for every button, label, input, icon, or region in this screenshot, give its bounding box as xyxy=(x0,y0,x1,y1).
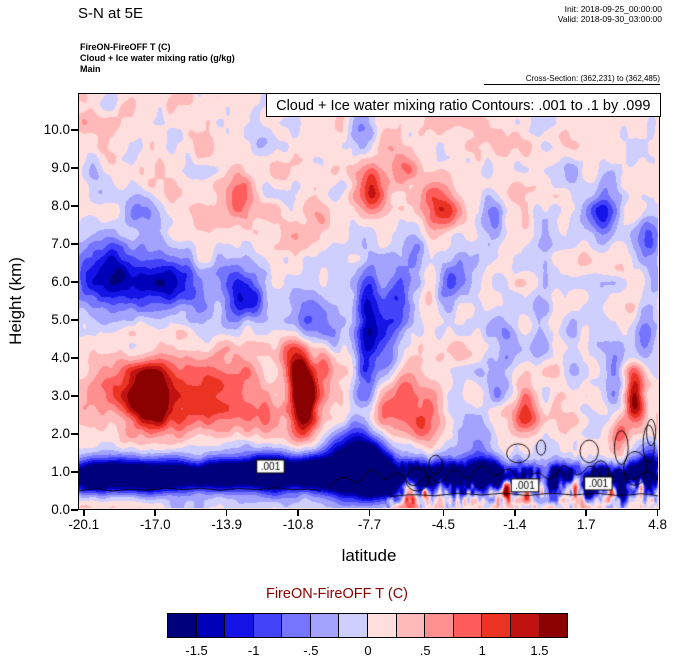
x-tick-label: -10.8 xyxy=(282,517,314,532)
contour-field-canvas xyxy=(79,94,658,508)
y-tick-label: 6.0 xyxy=(51,273,70,289)
colorbar-tick-label: -1 xyxy=(247,643,260,658)
x-tick-mark xyxy=(442,510,445,516)
x-tick-label: -4.5 xyxy=(431,517,455,532)
colorbar-cell xyxy=(509,613,540,638)
x-tick-mark xyxy=(297,510,299,516)
x-tick-label: -17.0 xyxy=(139,517,171,532)
y-tick-label: 3.0 xyxy=(51,387,70,403)
y-tick-mark xyxy=(71,433,78,435)
y-tick-label: 9.0 xyxy=(51,159,70,175)
shaded-field-label: FireON-FireOFF T (C) xyxy=(80,42,171,52)
y-tick-label: 1.0 xyxy=(51,463,70,479)
x-tick-mark xyxy=(656,510,659,516)
colorbar-cell xyxy=(224,613,254,638)
y-axis-label: Height (km) xyxy=(6,257,25,345)
page-title: S-N at 5E xyxy=(78,5,144,22)
colorbar-tick-label: 1 xyxy=(478,643,486,658)
x-tick-mark xyxy=(514,510,516,516)
y-tick-label: 4.0 xyxy=(51,349,70,365)
contour-field-label: Cloud + Ice water mixing ratio (g/kg) xyxy=(80,53,235,63)
x-tick-mark xyxy=(585,510,587,516)
x-tick-label: -20.1 xyxy=(68,517,100,532)
x-tick-mark xyxy=(368,510,371,516)
colorbar-title: FireON-FireOFF T (C) xyxy=(265,586,409,602)
y-tick-mark xyxy=(71,205,78,207)
colorbar-cell xyxy=(424,613,454,638)
plot-area: Cloud + Ice water mixing ratio Contours:… xyxy=(78,92,661,510)
colorbar-cell xyxy=(367,613,397,638)
run-times: Init: 2018-09-25_00:00:00 Valid: 2018-09… xyxy=(558,4,662,24)
y-tick-mark xyxy=(71,471,78,473)
y-tick-label: 5.0 xyxy=(51,311,70,327)
x-tick-label: -13.9 xyxy=(211,517,243,532)
colorbar-cell xyxy=(481,613,511,638)
y-tick-mark xyxy=(71,509,78,511)
colorbar-tick-label: .5 xyxy=(419,643,431,658)
colorbar-cell xyxy=(395,613,426,638)
x-tick-mark xyxy=(83,510,85,516)
y-tick-label: 2.0 xyxy=(51,425,70,441)
colorbar-cell xyxy=(452,613,483,638)
init-time: Init: 2018-09-25_00:00:00 xyxy=(564,4,662,14)
x-tick-mark xyxy=(154,510,156,516)
colorbar-cell xyxy=(309,613,340,638)
grid-name-label: Main xyxy=(80,64,101,74)
colorbar-cell xyxy=(538,613,569,638)
colorbar-tick-label: 1.5 xyxy=(530,643,549,658)
y-tick-mark xyxy=(71,357,78,359)
colorbar-cell xyxy=(252,613,283,638)
y-tick-mark xyxy=(71,243,78,245)
colorbar xyxy=(167,613,569,638)
colorbar-cell xyxy=(338,613,369,638)
y-tick-mark xyxy=(71,319,78,321)
field-description: FireON-FireOFF T (C) Cloud + Ice water m… xyxy=(80,42,235,75)
valid-time: Valid: 2018-09-30_03:00:00 xyxy=(557,14,662,24)
y-tick-mark xyxy=(71,129,78,131)
y-tick-mark xyxy=(71,395,78,397)
y-tick-label: 10.0 xyxy=(43,121,70,137)
y-tick-label: 0.0 xyxy=(51,502,70,517)
colorbar-tick-label: 0 xyxy=(364,643,372,658)
x-tick-label: -1.4 xyxy=(503,517,527,532)
x-tick-label: 4.8 xyxy=(648,517,668,532)
y-tick-mark xyxy=(71,281,78,283)
x-tick-mark xyxy=(225,510,228,516)
colorbar-tick-label: -.5 xyxy=(303,643,319,658)
colorbar-cell xyxy=(195,613,226,638)
x-tick-label: -7.7 xyxy=(357,517,382,532)
x-tick-label: 1.7 xyxy=(576,517,596,532)
colorbar-cell xyxy=(167,613,197,638)
cross-section-label: Cross-Section: (362,231) to (362,485) xyxy=(484,74,660,85)
colorbar-tick-label: -1.5 xyxy=(185,643,208,658)
y-tick-label: 8.0 xyxy=(51,197,70,213)
y-tick-mark xyxy=(71,167,78,169)
colorbar-cell xyxy=(281,613,311,638)
y-tick-label: 7.0 xyxy=(51,235,70,251)
contour-info-box: Cloud + Ice water mixing ratio Contours:… xyxy=(266,92,661,117)
x-axis-label: latitude xyxy=(341,546,397,565)
